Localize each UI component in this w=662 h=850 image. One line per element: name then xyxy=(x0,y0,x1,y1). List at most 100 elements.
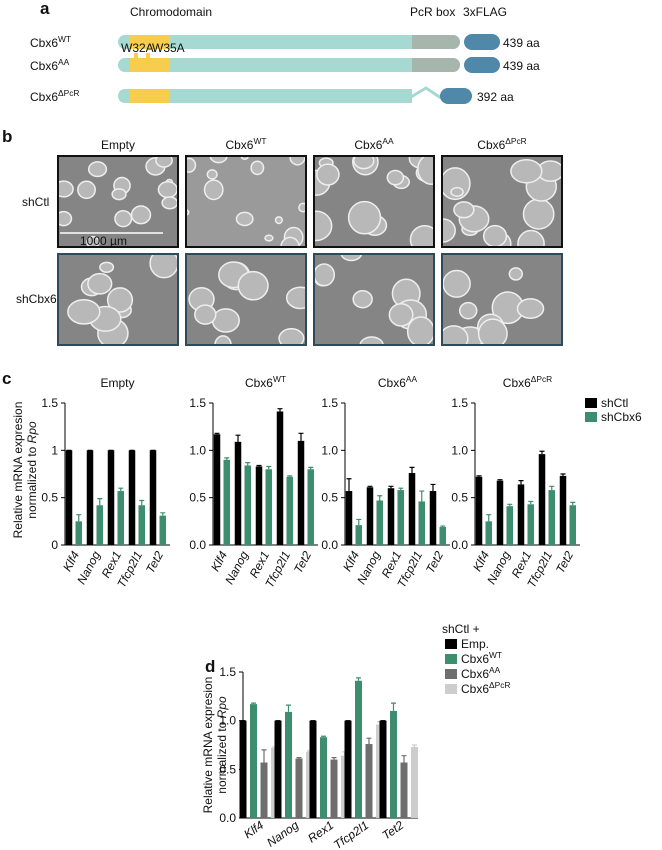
error-bar xyxy=(388,485,394,489)
y-tick-label: 0.0 xyxy=(189,538,206,552)
micrograph xyxy=(441,253,563,346)
legend-label: Cbx6WT xyxy=(461,650,502,666)
colony xyxy=(274,216,283,225)
panel-label: a xyxy=(40,0,50,18)
y-axis-label-text: normalized to xyxy=(25,446,39,518)
y-axis-label-text: Relative mRNA expresion xyxy=(201,677,215,814)
bar xyxy=(538,454,546,545)
bar xyxy=(320,737,327,818)
error-bar xyxy=(235,434,241,442)
x-tick-label: Nanog xyxy=(264,818,301,850)
x-tick-label: Tet2 xyxy=(553,549,576,576)
colony xyxy=(250,160,265,176)
micrograph-border xyxy=(313,155,435,248)
x-tick-label: Klf4 xyxy=(241,818,266,842)
column-header-text: Cbx6 xyxy=(477,138,505,152)
micrograph xyxy=(313,155,435,248)
flag-tag xyxy=(440,88,472,104)
error-bar xyxy=(277,408,283,412)
colony xyxy=(442,269,471,298)
protein-body xyxy=(118,58,460,72)
bar xyxy=(159,515,166,545)
colony xyxy=(161,196,179,210)
error-bar xyxy=(308,466,314,470)
column-header-text: Empty xyxy=(101,138,135,152)
error-bar xyxy=(321,735,326,738)
bar xyxy=(569,505,576,545)
micrograph xyxy=(57,253,179,346)
pcr-box xyxy=(425,58,460,72)
panel-label: d xyxy=(205,657,215,676)
bar xyxy=(387,488,395,545)
column-header: Cbx6AA xyxy=(354,136,394,152)
column-header: Empty xyxy=(101,138,135,152)
bar xyxy=(418,501,425,545)
colony xyxy=(352,289,373,309)
bar xyxy=(255,466,263,545)
bar xyxy=(286,476,293,545)
y-axis-label-text: Relative mRNA expresion xyxy=(11,402,25,539)
construct-name: Cbx6AA xyxy=(30,57,70,73)
column-header-sup: ΔPcR xyxy=(505,136,526,146)
colony xyxy=(517,229,545,248)
construct-name-text: Cbx6 xyxy=(30,90,58,104)
colony xyxy=(441,325,469,346)
bar xyxy=(128,450,136,545)
micrograph-border xyxy=(441,155,563,248)
error-bar xyxy=(366,737,372,745)
chart-title: Cbx6WT xyxy=(245,374,286,390)
chart-title: Cbx6ΔPcR xyxy=(503,374,552,390)
bar xyxy=(355,525,362,545)
y-axis-label-text: normalized to xyxy=(215,721,229,793)
legend-label: Emp. xyxy=(461,637,489,651)
micrograph xyxy=(185,155,307,248)
bar xyxy=(496,480,504,545)
error-bar xyxy=(266,465,272,470)
colony xyxy=(278,328,305,346)
column-header-text: Cbx6 xyxy=(354,138,382,152)
bar xyxy=(548,490,555,545)
error-bar xyxy=(401,755,407,763)
domain-label: 3xFLAG xyxy=(463,5,507,19)
micrograph xyxy=(185,253,307,346)
micrograph xyxy=(313,253,435,346)
error-bar xyxy=(486,514,492,522)
error-bar xyxy=(331,757,337,760)
colony xyxy=(482,224,508,248)
colony xyxy=(155,155,173,168)
flag-tag xyxy=(464,34,500,50)
error-bar xyxy=(549,485,555,491)
error-bar xyxy=(398,487,404,491)
bar xyxy=(96,505,103,545)
column-header: Cbx6ΔPcR xyxy=(477,136,526,152)
construct-name-text: Cbx6 xyxy=(30,36,58,50)
construct-name-sup: AA xyxy=(58,57,70,67)
colony xyxy=(285,286,307,310)
construct-diagram xyxy=(118,34,500,104)
error-bar xyxy=(261,749,267,763)
micrograph-border xyxy=(57,253,179,346)
colony xyxy=(313,263,336,287)
bar xyxy=(344,720,352,818)
legend-label: Cbx6ΔPcR xyxy=(461,680,510,696)
y-tick-label: 0.5 xyxy=(219,762,236,776)
legend-label: shCbx6 xyxy=(601,410,642,424)
error-bar xyxy=(287,475,293,477)
colony xyxy=(106,287,134,313)
error-bar xyxy=(570,501,576,506)
y-tick-label: 1.5 xyxy=(189,396,206,410)
bar xyxy=(138,505,145,545)
flag-tag xyxy=(464,57,500,73)
colony xyxy=(386,169,405,186)
colony xyxy=(316,163,340,186)
domain-label: PcR box xyxy=(410,5,455,19)
bar xyxy=(366,487,374,545)
legend-label: shCtl xyxy=(601,396,628,410)
mutation-mark xyxy=(134,53,138,59)
colony xyxy=(417,155,435,185)
legend-swatch xyxy=(585,412,597,422)
construct-name: Cbx6WT xyxy=(30,34,71,50)
colony xyxy=(508,267,524,281)
error-bar xyxy=(391,702,396,711)
